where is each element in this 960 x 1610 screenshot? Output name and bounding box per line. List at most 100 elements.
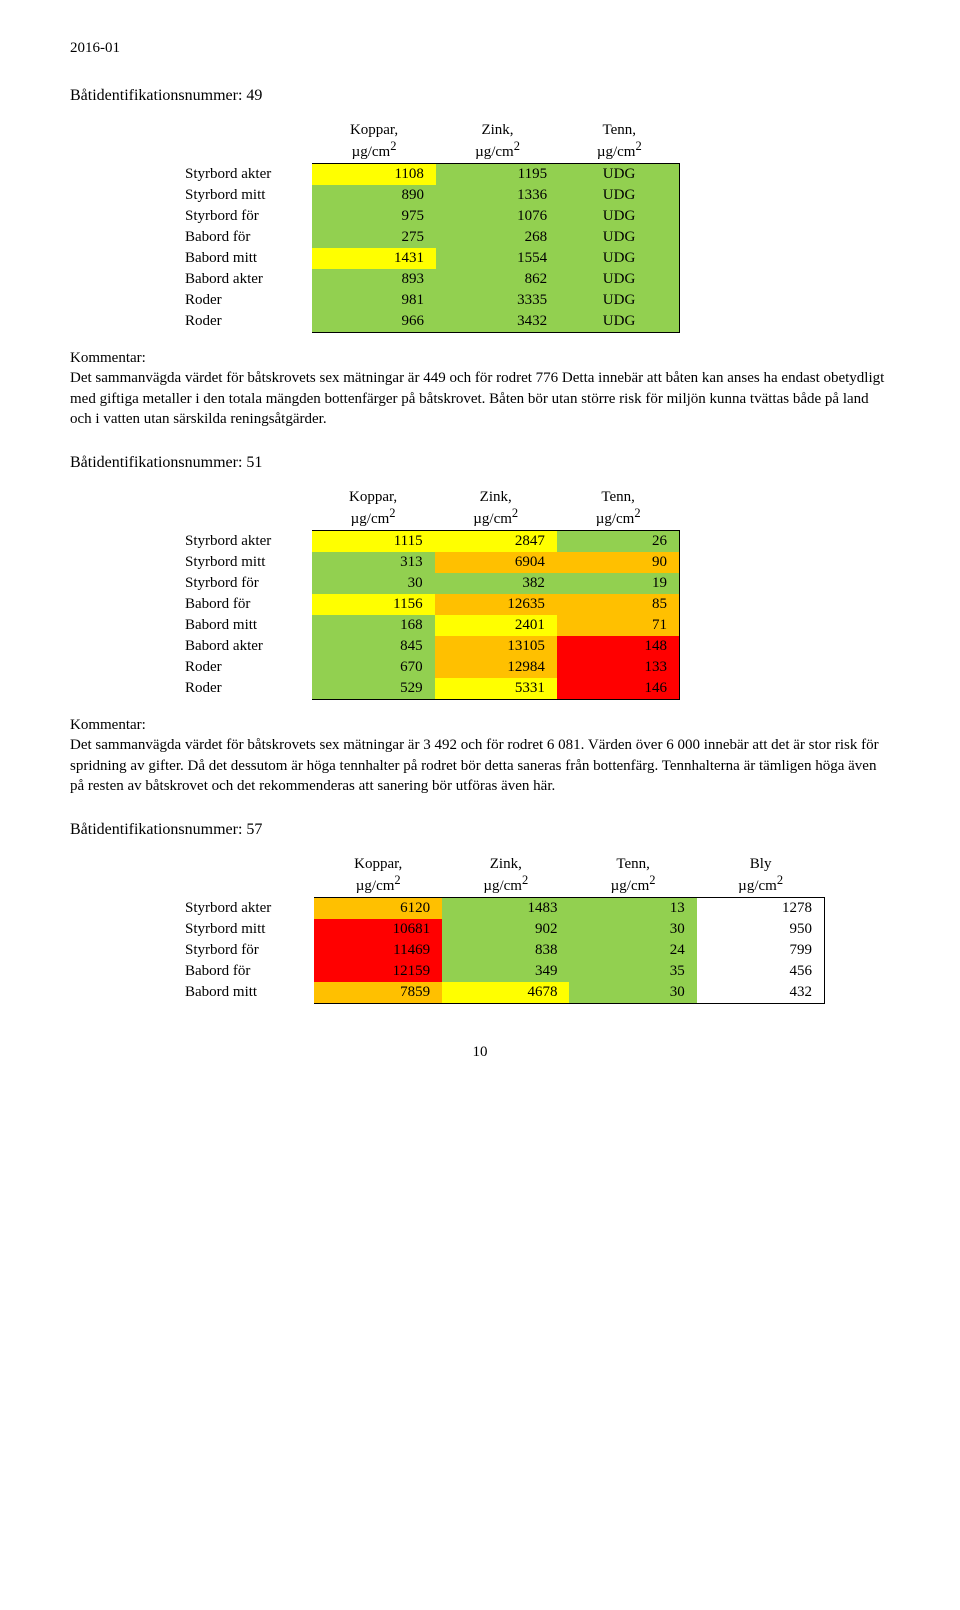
cell: 6120 (314, 898, 442, 920)
cell: 950 (697, 919, 825, 940)
header-date: 2016-01 (70, 40, 890, 57)
kommentar-block: Kommentar:Det sammanvägda värdet för båt… (70, 715, 890, 796)
row-label: Styrbord mitt (185, 185, 312, 206)
table-row: Styrbord mitt1068190230950 (185, 919, 825, 940)
col-header-zink: Zink,µg/cm2 (442, 854, 569, 898)
cell: 1076 (436, 206, 559, 227)
cell: 349 (442, 961, 569, 982)
row-label: Roder (185, 290, 312, 311)
col-header-tenn: Tenn,µg/cm2 (569, 854, 696, 898)
row-label: Styrbord akter (185, 531, 312, 553)
cell: 24 (569, 940, 696, 961)
cell: 11469 (314, 940, 442, 961)
table-row: Babord mitt7859467830432 (185, 982, 825, 1004)
cell: 1483 (442, 898, 569, 920)
row-label: Babord akter (185, 636, 312, 657)
row-label: Roder (185, 678, 312, 700)
cell: UDG (559, 227, 679, 248)
row-label: Styrbord för (185, 940, 314, 961)
col-header-zink: Zink,µg/cm2 (436, 120, 559, 164)
col-header-tenn: Tenn,µg/cm2 (559, 120, 679, 164)
cell: 12159 (314, 961, 442, 982)
kommentar-text: Det sammanvägda värdet för båtskrovets s… (70, 737, 879, 794)
cell: 71 (557, 615, 680, 636)
row-label: Babord mitt (185, 248, 312, 269)
cell: 275 (312, 227, 436, 248)
cell: 670 (312, 657, 435, 678)
cell: 30 (312, 573, 435, 594)
row-label: Styrbord akter (185, 898, 314, 920)
col-header-koppar: Koppar,µg/cm2 (312, 120, 436, 164)
row-label: Styrbord akter (185, 164, 312, 186)
table-row: Roder67012984133 (185, 657, 680, 678)
cell: 432 (697, 982, 825, 1004)
cell: 799 (697, 940, 825, 961)
table-row: Roder5295331146 (185, 678, 680, 700)
cell: 30 (569, 919, 696, 940)
kommentar-text: Det sammanvägda värdet för båtskrovets s… (70, 370, 884, 427)
cell: 1115 (312, 531, 435, 553)
cell: 890 (312, 185, 436, 206)
cell: 893 (312, 269, 436, 290)
col-header-zink: Zink,µg/cm2 (435, 487, 557, 531)
cell: 26 (557, 531, 680, 553)
row-label: Styrbord för (185, 573, 312, 594)
row-label: Roder (185, 657, 312, 678)
table-row: Babord akter893862UDG (185, 269, 680, 290)
cell: 12635 (435, 594, 557, 615)
cell: 12984 (435, 657, 557, 678)
cell: 2401 (435, 615, 557, 636)
col-header-empty (185, 854, 314, 898)
cell: UDG (559, 290, 679, 311)
cell: 1336 (436, 185, 559, 206)
section-title: Båtidentifikationsnummer: 51 (70, 454, 890, 472)
table-row: Styrbord för9751076UDG (185, 206, 680, 227)
col-header-koppar: Koppar,µg/cm2 (314, 854, 442, 898)
row-label: Styrbord för (185, 206, 312, 227)
cell: 30 (569, 982, 696, 1004)
cell: 529 (312, 678, 435, 700)
cell: 1156 (312, 594, 435, 615)
table-row: Styrbord akter61201483131278 (185, 898, 825, 920)
cell: UDG (559, 269, 679, 290)
kommentar-label: Kommentar: (70, 715, 890, 735)
row-label: Roder (185, 311, 312, 333)
cell: 382 (435, 573, 557, 594)
col-header-bly: Blyµg/cm2 (697, 854, 825, 898)
cell: 3335 (436, 290, 559, 311)
cell: 456 (697, 961, 825, 982)
data-table: Koppar,µg/cm2Zink,µg/cm2Tenn,µg/cm2Styrb… (185, 120, 680, 333)
cell: 90 (557, 552, 680, 573)
table-row: Styrbord akter11081195UDG (185, 164, 680, 186)
row-label: Babord akter (185, 269, 312, 290)
col-header-empty (185, 487, 312, 531)
col-header-empty (185, 120, 312, 164)
row-label: Babord mitt (185, 982, 314, 1004)
cell: 862 (436, 269, 559, 290)
section-title: Båtidentifikationsnummer: 57 (70, 821, 890, 839)
cell: 4678 (442, 982, 569, 1004)
cell: 975 (312, 206, 436, 227)
row-label: Babord för (185, 227, 312, 248)
row-label: Styrbord mitt (185, 919, 314, 940)
cell: 1195 (436, 164, 559, 186)
table-row: Babord akter84513105148 (185, 636, 680, 657)
cell: 35 (569, 961, 696, 982)
row-label: Babord för (185, 961, 314, 982)
table-row: Roder9813335UDG (185, 290, 680, 311)
table-row: Babord mitt14311554UDG (185, 248, 680, 269)
table-row: Babord för275268UDG (185, 227, 680, 248)
col-header-koppar: Koppar,µg/cm2 (312, 487, 435, 531)
cell: 1108 (312, 164, 436, 186)
data-table: Koppar,µg/cm2Zink,µg/cm2Tenn,µg/cm2Blyµg… (185, 854, 825, 1004)
cell: 13 (569, 898, 696, 920)
table-row: Styrbord mitt8901336UDG (185, 185, 680, 206)
section-title: Båtidentifikationsnummer: 49 (70, 87, 890, 105)
kommentar-label: Kommentar: (70, 348, 890, 368)
row-label: Styrbord mitt (185, 552, 312, 573)
cell: 2847 (435, 531, 557, 553)
table-row: Babord mitt168240171 (185, 615, 680, 636)
kommentar-block: Kommentar:Det sammanvägda värdet för båt… (70, 348, 890, 429)
cell: UDG (559, 185, 679, 206)
cell: 133 (557, 657, 680, 678)
